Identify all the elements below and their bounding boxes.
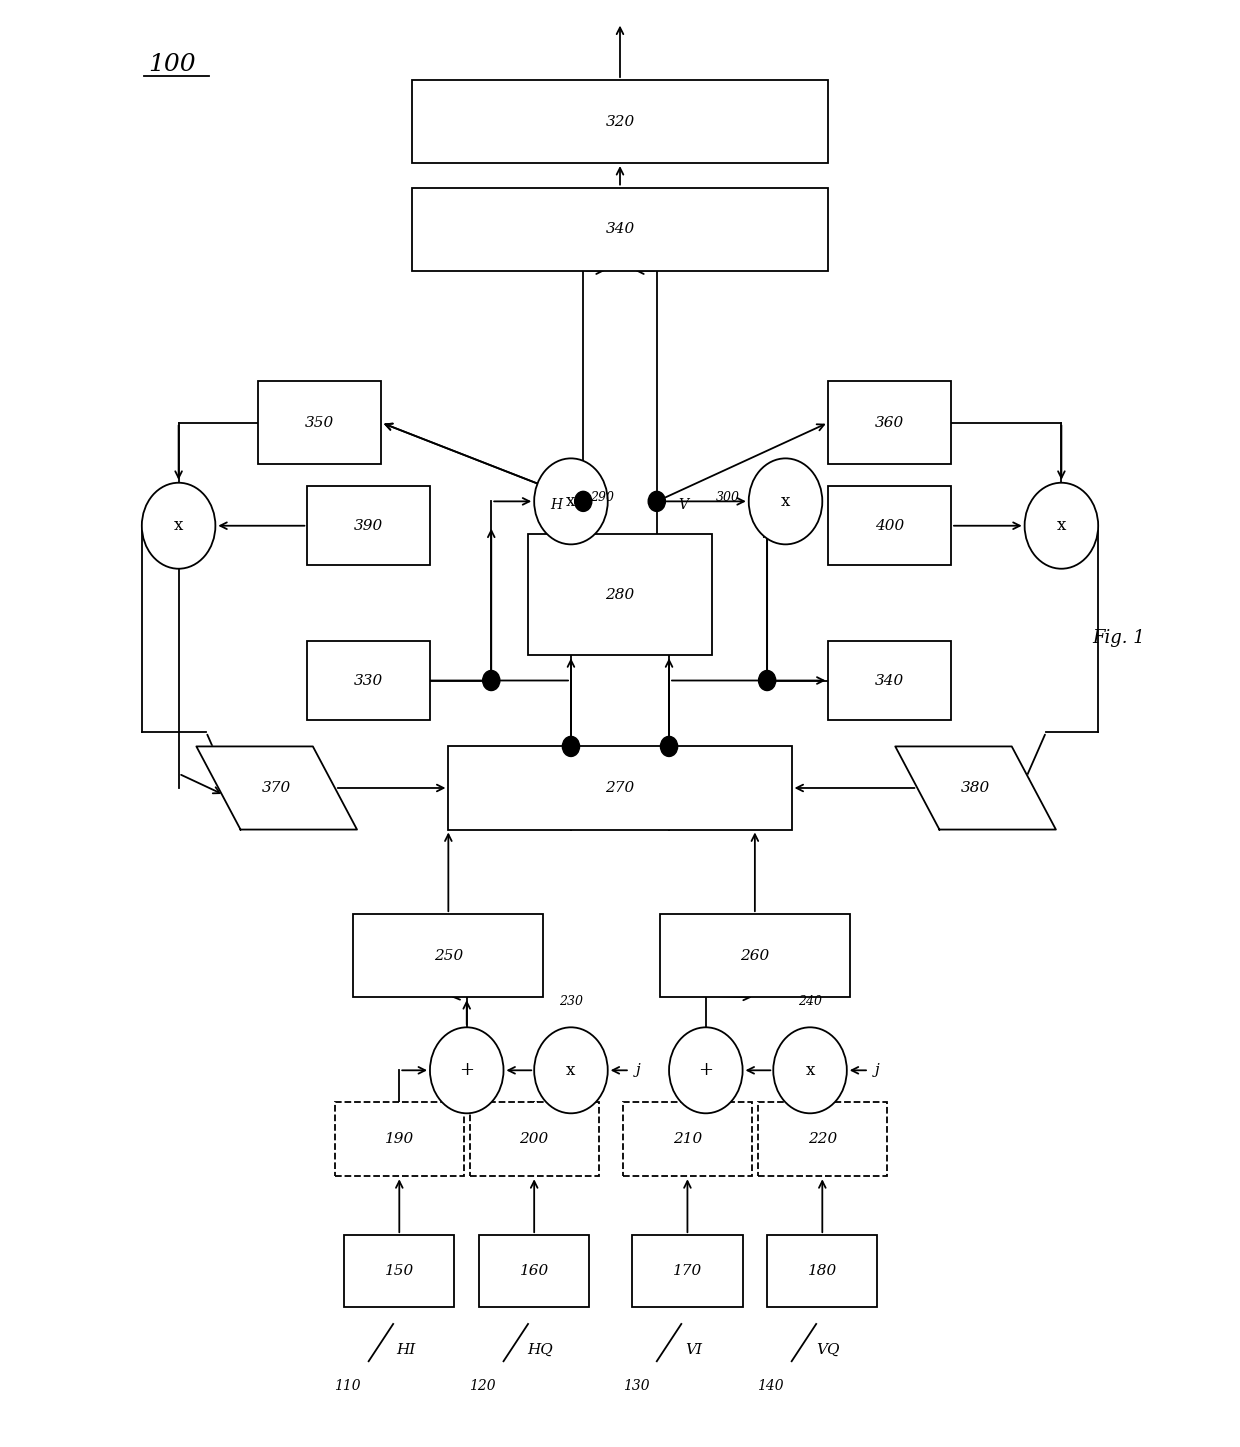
Bar (828, 641, 951, 721)
Text: 200: 200 (520, 1132, 549, 1146)
Bar (308, 486, 430, 566)
Text: 240: 240 (799, 996, 822, 1009)
Text: 140: 140 (758, 1379, 784, 1392)
Polygon shape (895, 747, 1056, 829)
Circle shape (141, 483, 216, 569)
Text: 370: 370 (262, 781, 291, 794)
Bar (308, 641, 430, 721)
Text: 100: 100 (148, 52, 196, 75)
Bar (258, 381, 381, 464)
Text: +: + (698, 1061, 713, 1079)
Text: x: x (567, 493, 575, 509)
Circle shape (482, 670, 500, 690)
Text: HQ: HQ (527, 1343, 553, 1357)
Text: j: j (875, 1064, 880, 1078)
Text: 190: 190 (384, 1132, 414, 1146)
Text: 130: 130 (622, 1379, 650, 1392)
Bar (828, 486, 951, 566)
Bar (622, 1101, 751, 1176)
Text: x: x (567, 1062, 575, 1079)
Bar (528, 534, 712, 655)
Text: VI: VI (684, 1343, 702, 1357)
Bar (758, 1101, 887, 1176)
Circle shape (574, 492, 591, 511)
Text: 390: 390 (355, 518, 383, 532)
Circle shape (534, 459, 608, 544)
Text: 250: 250 (434, 949, 463, 962)
Text: 170: 170 (673, 1263, 702, 1278)
Text: 230: 230 (559, 996, 583, 1009)
Text: H: H (551, 498, 562, 512)
Text: x: x (174, 517, 184, 534)
Text: 340: 340 (875, 673, 904, 687)
Circle shape (534, 1027, 608, 1113)
Bar (449, 747, 791, 829)
Text: 360: 360 (875, 415, 904, 430)
Text: x: x (805, 1062, 815, 1079)
Bar (479, 1236, 589, 1307)
Text: 110: 110 (335, 1379, 361, 1392)
Text: 350: 350 (305, 415, 335, 430)
Circle shape (774, 1027, 847, 1113)
Text: 150: 150 (384, 1263, 414, 1278)
Text: 280: 280 (605, 587, 635, 602)
Circle shape (670, 1027, 743, 1113)
Bar (660, 915, 849, 997)
Bar (345, 1236, 455, 1307)
Text: 290: 290 (589, 492, 614, 505)
Text: +: + (459, 1061, 474, 1079)
Text: 320: 320 (605, 114, 635, 129)
Bar (768, 1236, 878, 1307)
Circle shape (749, 459, 822, 544)
Text: x: x (1056, 517, 1066, 534)
Circle shape (430, 1027, 503, 1113)
Polygon shape (196, 747, 357, 829)
Text: VQ: VQ (817, 1343, 841, 1357)
Circle shape (661, 737, 677, 757)
Text: 180: 180 (807, 1263, 837, 1278)
Text: Fig. 1: Fig. 1 (1092, 628, 1145, 647)
Bar (412, 80, 828, 164)
Text: HI: HI (396, 1343, 415, 1357)
Text: 220: 220 (807, 1132, 837, 1146)
Circle shape (1024, 483, 1099, 569)
Circle shape (563, 737, 579, 757)
Bar (353, 915, 543, 997)
Text: 380: 380 (961, 781, 991, 794)
Text: 260: 260 (740, 949, 770, 962)
Bar (412, 188, 828, 271)
Text: x: x (781, 493, 790, 509)
Text: 120: 120 (470, 1379, 496, 1392)
Text: 330: 330 (355, 673, 383, 687)
Text: V: V (678, 498, 688, 512)
Bar (632, 1236, 743, 1307)
Text: j: j (636, 1064, 641, 1078)
Text: 340: 340 (605, 221, 635, 236)
Text: 160: 160 (520, 1263, 549, 1278)
Circle shape (649, 492, 666, 511)
Text: 300: 300 (715, 492, 740, 505)
Bar (335, 1101, 464, 1176)
Circle shape (759, 670, 776, 690)
Text: 400: 400 (875, 518, 904, 532)
Bar (470, 1101, 599, 1176)
Text: 270: 270 (605, 781, 635, 794)
Bar (828, 381, 951, 464)
Text: 210: 210 (673, 1132, 702, 1146)
